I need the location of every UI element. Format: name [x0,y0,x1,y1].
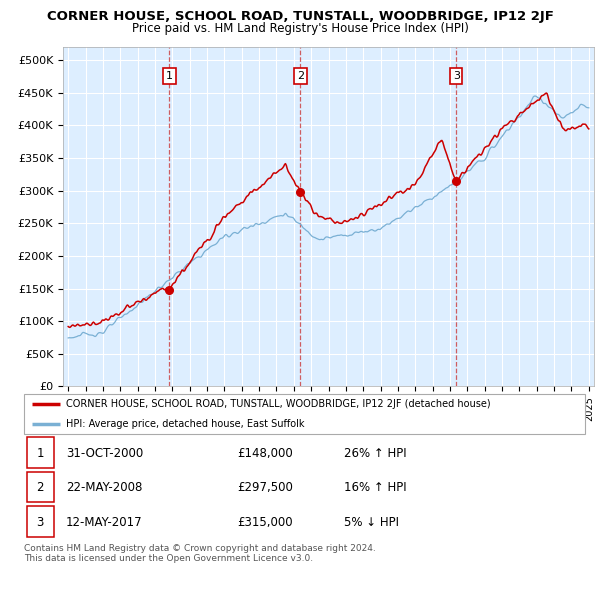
Text: CORNER HOUSE, SCHOOL ROAD, TUNSTALL, WOODBRIDGE, IP12 2JF (detached house): CORNER HOUSE, SCHOOL ROAD, TUNSTALL, WOO… [66,399,491,408]
Text: 2: 2 [297,71,304,81]
Text: 1: 1 [37,447,44,460]
FancyBboxPatch shape [24,394,585,434]
Text: 3: 3 [453,71,460,81]
Text: £297,500: £297,500 [237,481,293,494]
Text: CORNER HOUSE, SCHOOL ROAD, TUNSTALL, WOODBRIDGE, IP12 2JF: CORNER HOUSE, SCHOOL ROAD, TUNSTALL, WOO… [47,10,553,23]
Text: £315,000: £315,000 [237,516,293,529]
FancyBboxPatch shape [27,471,54,502]
Text: 3: 3 [37,516,44,529]
Text: 22-MAY-2008: 22-MAY-2008 [66,481,142,494]
Text: 26% ↑ HPI: 26% ↑ HPI [344,447,406,460]
Text: 1: 1 [166,71,173,81]
FancyBboxPatch shape [27,437,54,468]
Text: Price paid vs. HM Land Registry's House Price Index (HPI): Price paid vs. HM Land Registry's House … [131,22,469,35]
Text: HPI: Average price, detached house, East Suffolk: HPI: Average price, detached house, East… [66,419,305,428]
Text: Contains HM Land Registry data © Crown copyright and database right 2024.
This d: Contains HM Land Registry data © Crown c… [24,544,376,563]
Text: 12-MAY-2017: 12-MAY-2017 [66,516,143,529]
Text: 5% ↓ HPI: 5% ↓ HPI [344,516,399,529]
Text: £148,000: £148,000 [237,447,293,460]
Text: 2: 2 [37,481,44,494]
Text: 31-OCT-2000: 31-OCT-2000 [66,447,143,460]
FancyBboxPatch shape [27,506,54,536]
Text: 16% ↑ HPI: 16% ↑ HPI [344,481,406,494]
